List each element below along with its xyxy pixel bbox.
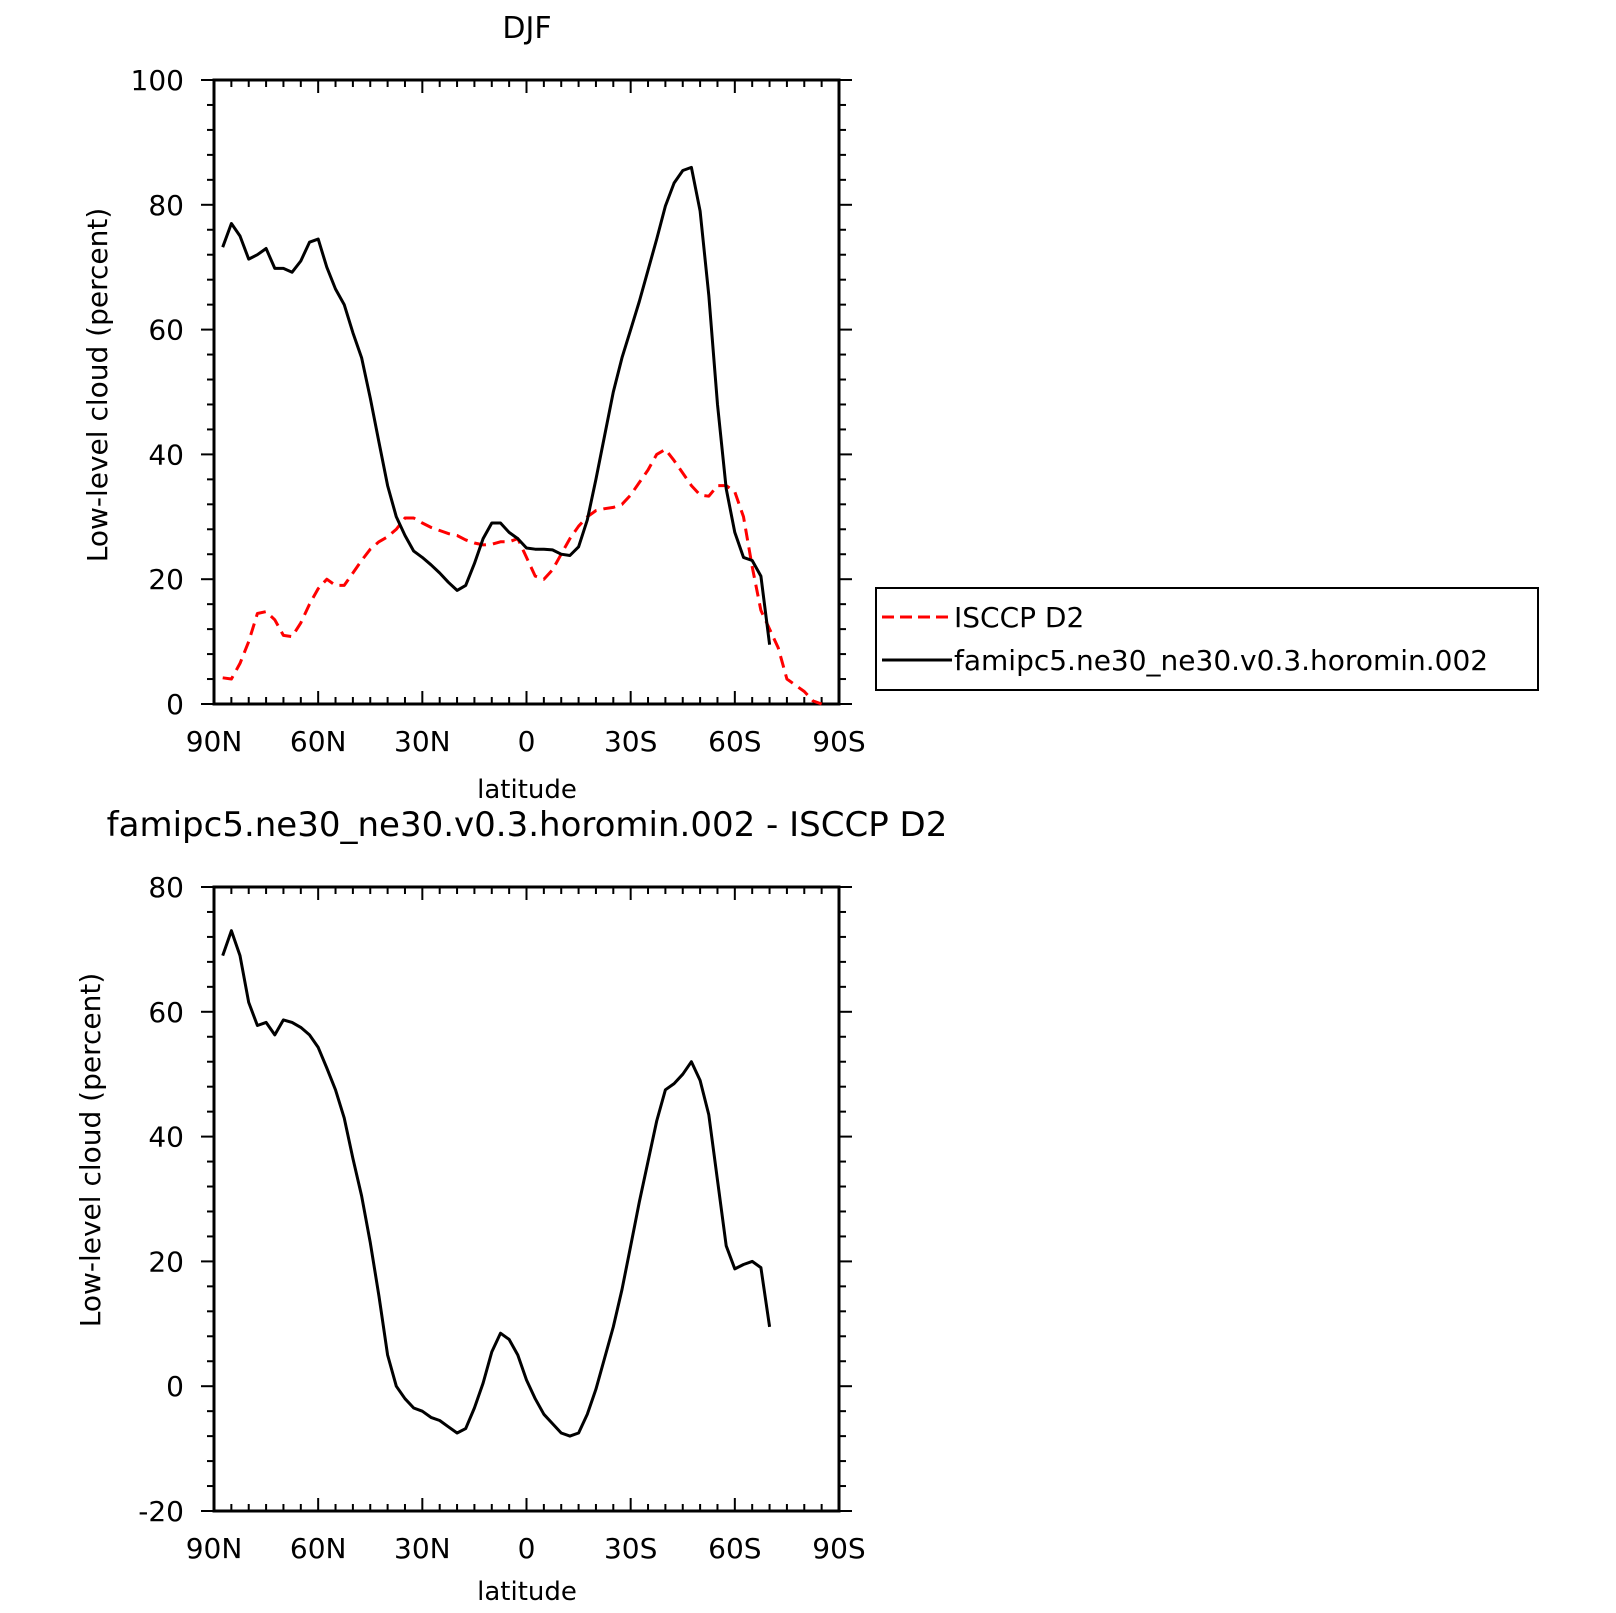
x-tick-label: 0 — [518, 725, 536, 758]
y-tick-label: 100 — [131, 64, 184, 97]
x-axis-label: latitude — [477, 1577, 577, 1607]
x-tick-label: 30N — [394, 1532, 451, 1565]
x-tick-label: 90N — [186, 1532, 243, 1565]
y-tick-label: -20 — [138, 1495, 184, 1528]
plot-area: 90N 60N 30N 0 30S 60S 90S -20 0 20 40 60 80 — [138, 871, 865, 1565]
panel-difference: famipc5.ne30_ne30.v0.3.horomin.002 - ISC… — [74, 805, 947, 1607]
plot-area: 90N 60N 30N 0 30S 60S 90S 0 20 40 60 80 100 — [131, 64, 866, 758]
y-tick-label: 60 — [148, 996, 184, 1029]
x-tick-label: 60N — [290, 725, 347, 758]
y-tick-label: 0 — [166, 688, 184, 721]
x-tick-label: 30S — [604, 1532, 657, 1565]
y-tick-label: 80 — [148, 189, 184, 222]
y-tick-label: 20 — [148, 1245, 184, 1278]
x-tick-label: 90S — [812, 1532, 865, 1565]
panel-title: DJF — [502, 11, 551, 46]
x-tick-label: 30S — [604, 725, 657, 758]
x-tick-label: 90S — [812, 725, 865, 758]
x-tick-label: 0 — [518, 1532, 536, 1565]
y-tick-label: 40 — [148, 438, 184, 471]
legend-label-isccp: ISCCP D2 — [954, 601, 1084, 634]
x-axis-label: latitude — [477, 775, 577, 805]
legend-label-model: famipc5.ne30_ne30.v0.3.horomin.002 — [954, 644, 1488, 677]
x-tick-label: 60S — [708, 725, 761, 758]
y-tick-label: 20 — [148, 563, 184, 596]
y-axis-label: Low-level cloud (percent) — [81, 208, 114, 563]
y-tick-label: 60 — [148, 314, 184, 347]
y-tick-label: 0 — [166, 1370, 184, 1403]
panel-djf: DJF Low-level cloud (percent) latitude 9… — [81, 11, 866, 805]
x-tick-label: 90N — [186, 725, 243, 758]
y-axis-label: Low-level cloud (percent) — [74, 973, 107, 1328]
y-tick-label: 40 — [148, 1121, 184, 1154]
x-tick-label: 60S — [708, 1532, 761, 1565]
panel-title: famipc5.ne30_ne30.v0.3.horomin.002 - ISC… — [107, 805, 948, 845]
series-line-famipc5-ne30-ne30-v0-3-horomin-002 — [221, 165, 772, 645]
series-line-isccp-d2 — [222, 447, 823, 706]
legend-box — [875, 587, 1539, 691]
series-line-difference — [221, 929, 772, 1438]
legend: ISCCP D2 famipc5.ne30_ne30.v0.3.horomin.… — [875, 587, 1539, 691]
plot-frame — [212, 885, 841, 1513]
x-tick-label: 30N — [394, 725, 451, 758]
x-tick-label: 60N — [290, 1532, 347, 1565]
y-tick-label: 80 — [148, 871, 184, 904]
